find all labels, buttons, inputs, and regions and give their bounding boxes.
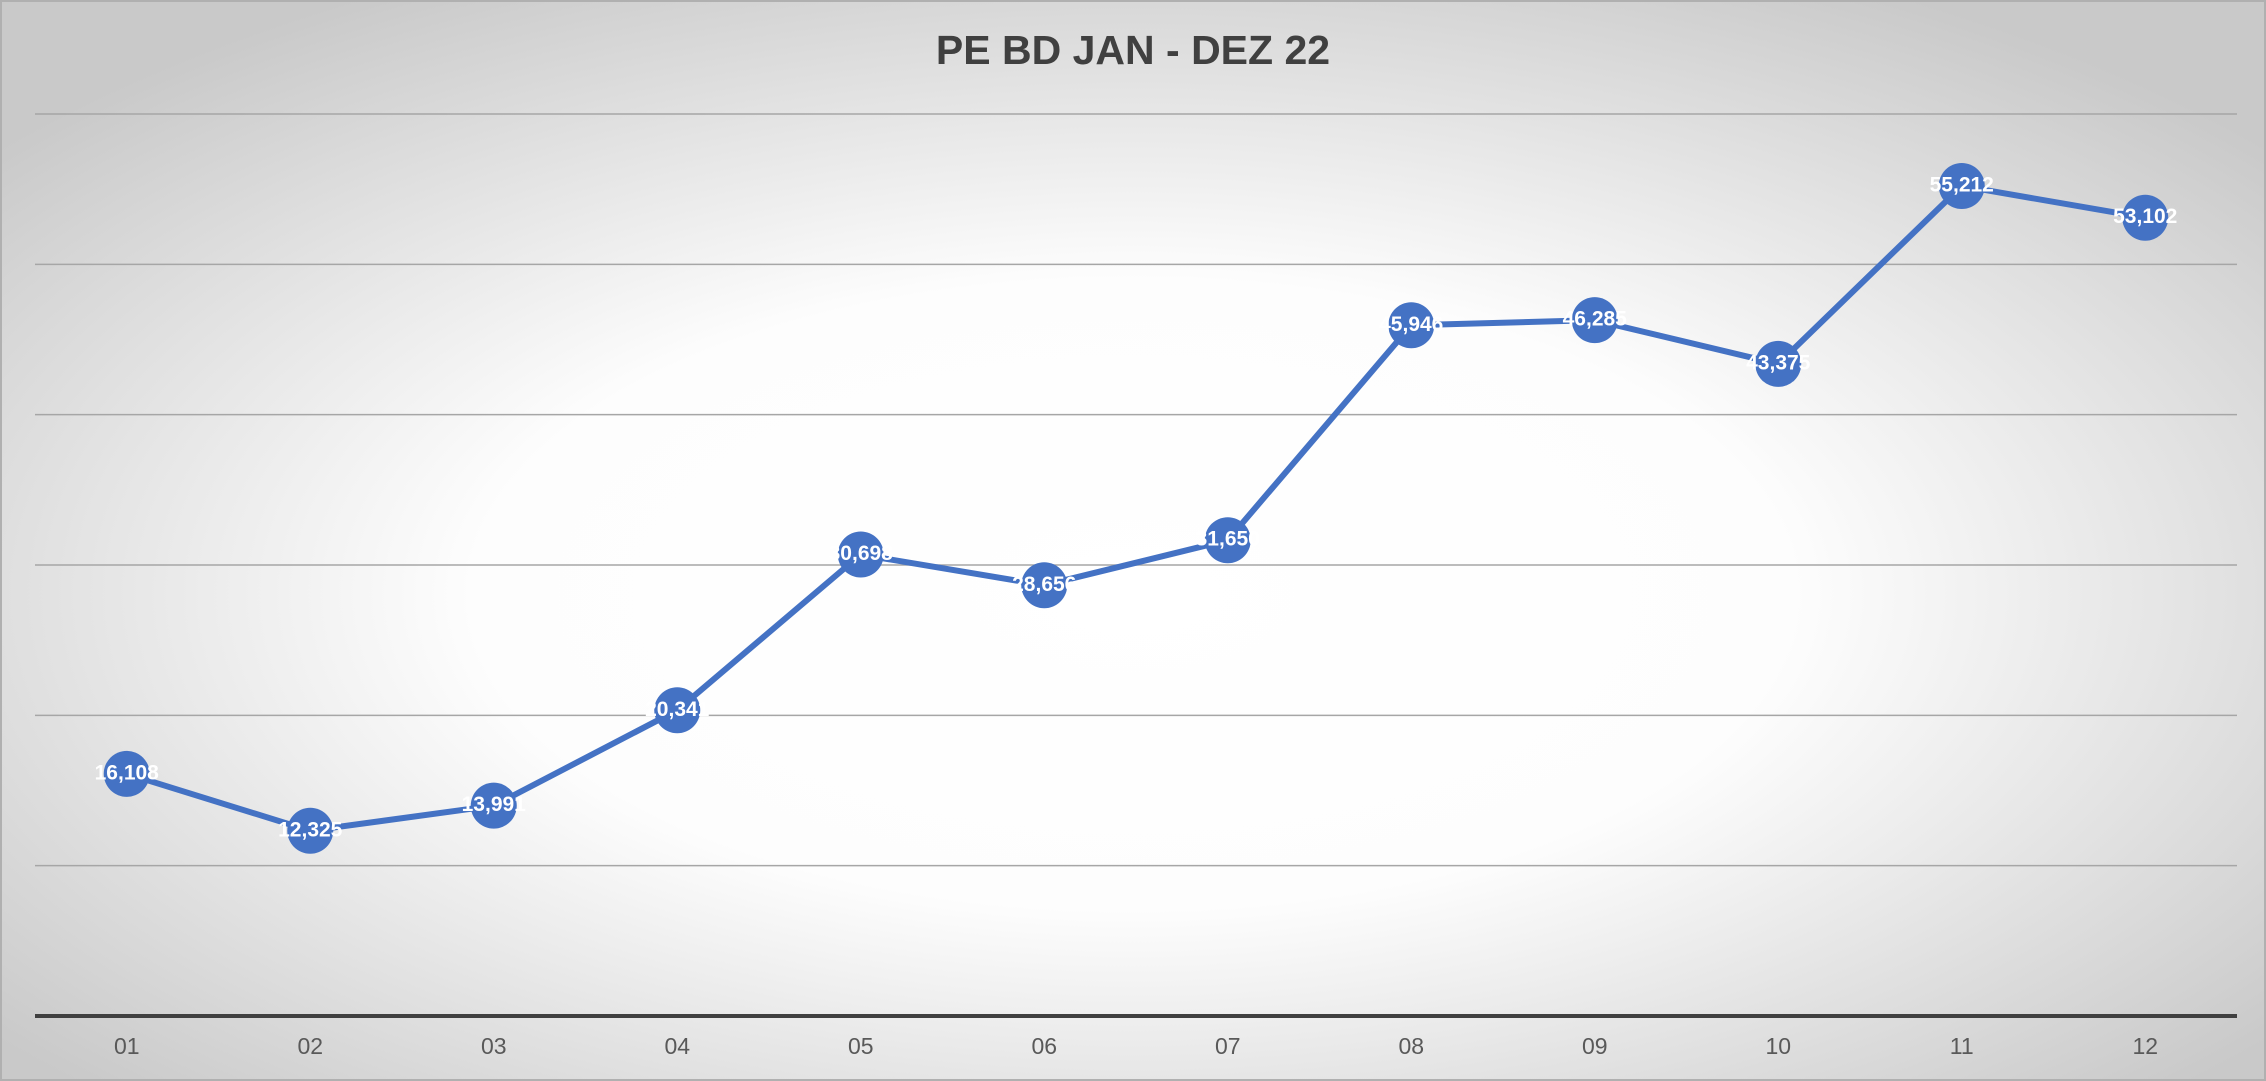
x-tick-label: 10 [1765, 1033, 1791, 1059]
marker [1021, 562, 1068, 609]
x-tick-label: 07 [1215, 1033, 1241, 1059]
x-tick-label: 09 [1582, 1033, 1608, 1059]
data-label: 31,650 [1196, 528, 1260, 551]
marker [837, 531, 884, 578]
data-label: 12,325 [278, 818, 343, 841]
marker [103, 750, 150, 797]
data-label: 30,698 [829, 542, 894, 565]
marker [1938, 162, 1985, 209]
marker [1388, 302, 1435, 349]
data-label: 43,375 [1746, 351, 1811, 374]
marker [2122, 194, 2169, 241]
x-tick-label: 05 [848, 1033, 874, 1059]
data-label: 16,108 [95, 761, 160, 784]
marker [1571, 297, 1618, 344]
x-tick-label: 02 [297, 1033, 323, 1059]
marker [470, 782, 517, 829]
data-label: 28,656 [1012, 573, 1076, 596]
data-label: 53,102 [2113, 205, 2177, 228]
marker [1204, 517, 1251, 564]
marker [287, 807, 334, 854]
x-tick-label: 03 [481, 1033, 507, 1059]
data-label: 45,946 [1379, 313, 1443, 336]
data-label: 55,212 [1930, 174, 1994, 197]
x-tick-label: 04 [664, 1033, 690, 1059]
x-tick-label: 01 [114, 1033, 140, 1059]
line [125, 182, 2146, 834]
data-label: 46,285 [1563, 308, 1628, 331]
marker [1755, 340, 1802, 387]
x-tick-label: 06 [1031, 1033, 1057, 1059]
x-tick-label: 12 [2132, 1033, 2158, 1059]
chart-title: PE BD JAN - DEZ 22 [936, 27, 1330, 73]
marker [654, 687, 701, 734]
data-label: 13,991 [462, 793, 527, 816]
x-tick-label: 08 [1398, 1033, 1424, 1059]
data-label: 20,341 [645, 698, 710, 721]
x-tick-label: 11 [1950, 1033, 1974, 1059]
